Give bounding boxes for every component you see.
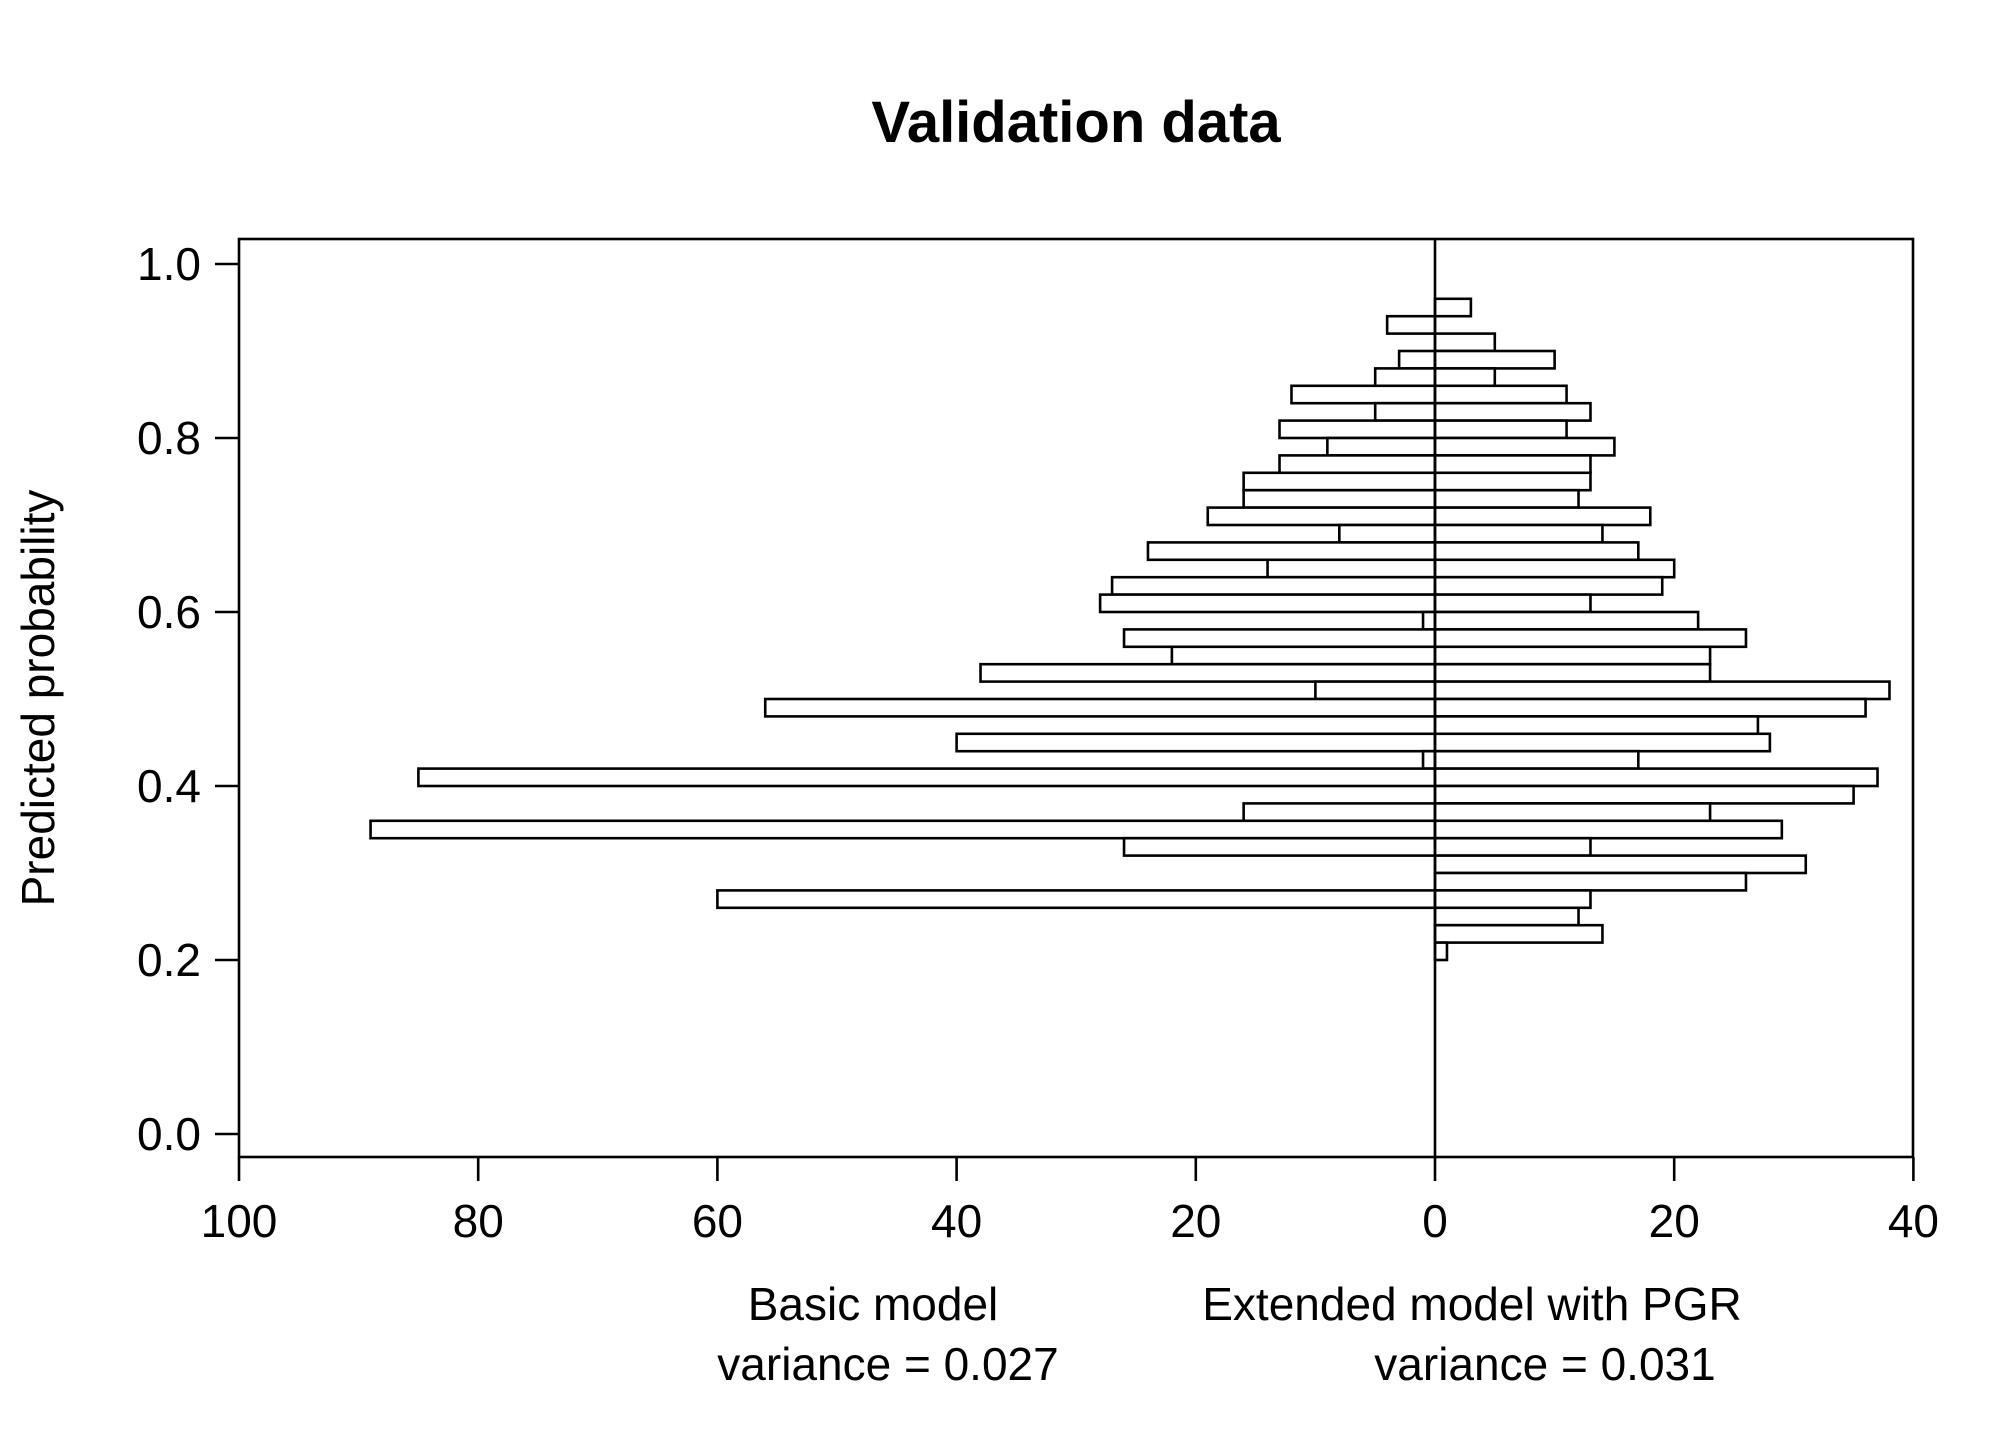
extended-model-bar (1433, 854, 1808, 875)
basic-model-bar (979, 662, 1437, 683)
basic-model-bar (1122, 628, 1437, 649)
basic-model-bar (1110, 575, 1437, 596)
extended-model-bar (1433, 732, 1772, 753)
x-tick-label: 60 (692, 1195, 743, 1247)
extended-model-bar (1433, 662, 1712, 683)
extended-model-bar (1433, 819, 1784, 840)
x-tick-label: 40 (1888, 1195, 1939, 1247)
basic-model-bar (1373, 367, 1437, 388)
extended-model-bar (1433, 941, 1449, 962)
basic-model-bar (1421, 749, 1437, 770)
x-axis: 100 80 60 40 20 0 20 40 (201, 1157, 1939, 1247)
basic-model-bar (1421, 610, 1437, 631)
extended-model-bar (1433, 384, 1568, 405)
extended-model-bar (1433, 436, 1616, 457)
extended-model-bar (1433, 332, 1497, 353)
extended-model-bar (1433, 628, 1748, 649)
extended-model-bar (1433, 523, 1604, 544)
bars-group (369, 297, 1891, 962)
basic-model-bar (1278, 454, 1437, 475)
basic-model-bar (1242, 802, 1437, 823)
extended-model-bar (1433, 610, 1700, 631)
y-tick-label: 0.0 (137, 1108, 201, 1160)
extended-model-bar (1433, 802, 1712, 823)
basic-model-bar (1122, 836, 1437, 857)
left-series-variance: variance = 0.027 (717, 1338, 1058, 1390)
extended-model-bar (1433, 836, 1592, 857)
basic-model-bar (1278, 419, 1437, 440)
y-axis: 0.0 0.2 0.4 0.6 0.8 1.0 (137, 238, 239, 1160)
y-tick-label: 0.8 (137, 412, 201, 464)
y-axis-label: Predicted probability (12, 490, 64, 907)
extended-model-bar (1433, 297, 1473, 318)
x-tick-label: 20 (1170, 1195, 1221, 1247)
extended-model-bar (1433, 749, 1640, 770)
x-tick-label: 100 (201, 1195, 278, 1247)
y-tick-label: 0.4 (137, 760, 201, 812)
basic-model-bar (763, 697, 1437, 718)
left-series-label: Basic model (748, 1278, 999, 1330)
extended-model-bar (1433, 645, 1712, 666)
extended-model-bar (1433, 784, 1855, 805)
extended-model-bar (1433, 889, 1592, 910)
extended-model-bar (1433, 575, 1664, 596)
basic-model-bar (1326, 436, 1437, 457)
extended-model-bar (1433, 349, 1556, 370)
extended-model-bar (1433, 541, 1640, 562)
extended-model-bar (1433, 367, 1497, 388)
basic-model-bar (1206, 506, 1437, 527)
extended-model-bar (1433, 697, 1867, 718)
chart-title: Validation data (871, 90, 1281, 155)
basic-model-bar (1373, 401, 1437, 422)
extended-model-bar (1433, 471, 1592, 492)
basic-model-bar (1146, 541, 1437, 562)
basic-model-bar (955, 732, 1437, 753)
basic-model-bar (1338, 523, 1437, 544)
basic-model-bar (1170, 645, 1437, 666)
x-tick-label: 0 (1422, 1195, 1448, 1247)
x-tick-label: 80 (453, 1195, 504, 1247)
extended-model-bar (1433, 906, 1580, 927)
extended-model-bar (1433, 871, 1748, 892)
extended-model-bar (1433, 419, 1568, 440)
basic-model-bar (1266, 558, 1437, 579)
y-tick-label: 0.2 (137, 934, 201, 986)
extended-model-bar (1433, 715, 1760, 736)
extended-model-bar (1433, 558, 1676, 579)
right-series-variance: variance = 0.031 (1374, 1338, 1715, 1390)
right-series-label: Extended model with PGR (1202, 1278, 1742, 1330)
y-tick-label: 1.0 (137, 238, 201, 290)
basic-model-bar (1242, 488, 1437, 509)
extended-model-bar (1433, 454, 1592, 475)
extended-model-bar (1433, 593, 1592, 614)
extended-model-bar (1433, 401, 1592, 422)
extended-model-bar (1433, 923, 1604, 944)
basic-model-bar (716, 889, 1437, 910)
basic-model-bar (1098, 593, 1437, 614)
basic-model-bar (1397, 349, 1437, 370)
basic-model-bar (1290, 384, 1437, 405)
extended-model-bar (1433, 680, 1891, 701)
extended-model-bar (1433, 488, 1580, 509)
basic-model-bar (1314, 680, 1437, 701)
y-tick-label: 0.6 (137, 586, 201, 638)
basic-model-bar (417, 767, 1437, 788)
extended-model-bar (1433, 506, 1652, 527)
basic-model-bar (1242, 471, 1437, 492)
x-tick-label: 40 (931, 1195, 982, 1247)
basic-model-bar (1385, 314, 1437, 335)
basic-model-bar (369, 819, 1437, 840)
x-tick-label: 20 (1649, 1195, 1700, 1247)
plot-frame (237, 237, 1915, 1159)
extended-model-bar (1433, 767, 1879, 788)
